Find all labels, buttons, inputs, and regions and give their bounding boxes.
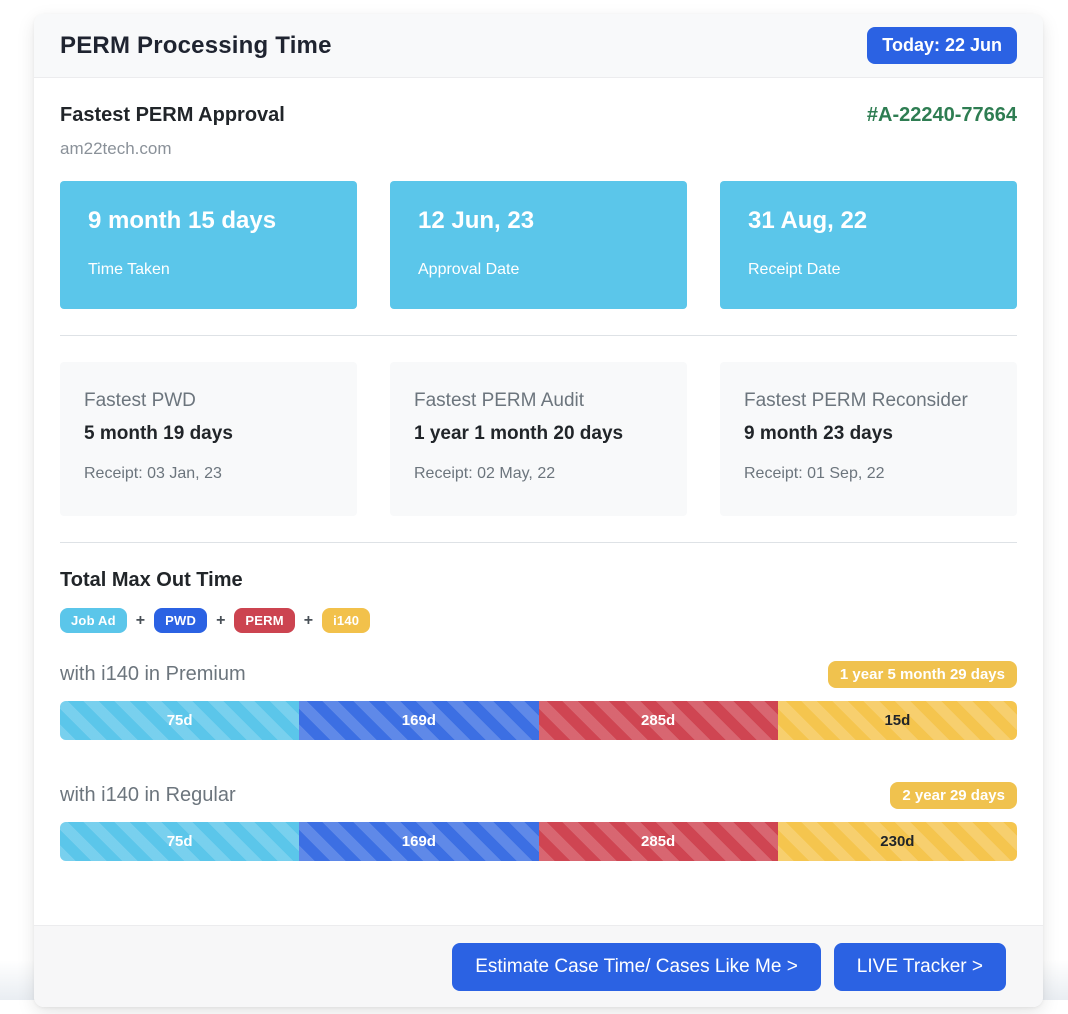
live-tracker-button[interactable]: LIVE Tracker >: [833, 942, 1006, 991]
regular-stacked-bar: 75d 169d 285d 230d: [60, 822, 1017, 861]
fastest-card-title: Fastest PWD: [84, 390, 196, 411]
fastest-card-receipt: Receipt: 01 Sep, 22: [744, 465, 885, 482]
fastest-card-receipt: Receipt: 02 May, 22: [414, 465, 556, 482]
bar-segment-pwd: 169d: [299, 701, 539, 740]
fastest-perm-audit-card: Fastest PERM Audit 1 year 1 month 20 day…: [390, 362, 687, 516]
stat-label: Time Taken: [88, 261, 170, 278]
fastest-cards-row: Fastest PWD 5 month 19 days Receipt: 03 …: [60, 362, 1017, 516]
premium-stacked-bar: 75d 169d 285d 15d: [60, 701, 1017, 740]
stat-value: 31 Aug, 22: [748, 207, 868, 234]
divider: [60, 335, 1017, 336]
bar-segment-job-ad: 75d: [60, 701, 300, 740]
regular-bar-block: with i140 in Regular 2 year 29 days 75d …: [60, 782, 1017, 861]
bar-segment-perm: 285d: [538, 822, 778, 861]
fastest-pwd-card: Fastest PWD 5 month 19 days Receipt: 03 …: [60, 362, 357, 516]
premium-bar-block: with i140 in Premium 1 year 5 month 29 d…: [60, 661, 1017, 740]
premium-total-badge: 1 year 5 month 29 days: [827, 661, 1017, 688]
fastest-card-title: Fastest PERM Reconsider: [744, 390, 968, 411]
fastest-card-title: Fastest PERM Audit: [414, 390, 585, 411]
perm-processing-card: PERM Processing Time Today: 22 Jun Faste…: [34, 14, 1043, 1007]
card-body: Fastest PERM Approval #A-22240-77664 am2…: [34, 78, 1043, 925]
approval-title: Fastest PERM Approval: [60, 104, 285, 126]
card-footer: Estimate Case Time/ Cases Like Me > LIVE…: [34, 925, 1043, 1007]
stat-card-receipt-date: 31 Aug, 22 Receipt Date: [720, 181, 1017, 309]
legend-pill-perm: PERM: [234, 608, 295, 633]
source-text: am22tech.com: [60, 139, 172, 158]
page-title: PERM Processing Time: [60, 31, 332, 59]
stat-label: Approval Date: [418, 261, 520, 278]
plus-sign: +: [135, 611, 146, 629]
fastest-card-value: 5 month 19 days: [84, 423, 233, 444]
maxout-legend: Job Ad + PWD + PERM + i140: [60, 608, 1017, 633]
bar-segment-perm: 285d: [538, 701, 778, 740]
bar-segment-job-ad: 75d: [60, 822, 300, 861]
bar-head: with i140 in Premium 1 year 5 month 29 d…: [60, 661, 1017, 688]
fastest-card-value: 9 month 23 days: [744, 423, 893, 444]
today-button[interactable]: Today: 22 Jun: [867, 27, 1017, 64]
divider: [60, 542, 1017, 543]
fastest-card-value: 1 year 1 month 20 days: [414, 423, 624, 444]
fastest-card-receipt: Receipt: 03 Jan, 23: [84, 465, 222, 482]
regular-total-badge: 2 year 29 days: [890, 782, 1017, 809]
estimate-case-time-button[interactable]: Estimate Case Time/ Cases Like Me >: [452, 942, 821, 991]
stat-value: 12 Jun, 23: [418, 207, 535, 234]
approval-stats-row: 9 month 15 days Time Taken 12 Jun, 23 Ap…: [60, 181, 1017, 309]
case-number-link[interactable]: #A-22240-77664: [866, 104, 1017, 126]
card-header: PERM Processing Time Today: 22 Jun: [34, 14, 1043, 78]
legend-pill-i140: i140: [322, 608, 371, 633]
stat-label: Receipt Date: [748, 261, 841, 278]
bar-segment-i140: 15d: [777, 701, 1017, 740]
approval-header: Fastest PERM Approval #A-22240-77664: [60, 104, 1017, 127]
bar-segment-i140: 230d: [777, 822, 1017, 861]
bar-head: with i140 in Regular 2 year 29 days: [60, 782, 1017, 809]
stat-value: 9 month 15 days: [88, 207, 277, 234]
regular-bar-heading: with i140 in Regular: [60, 784, 236, 806]
legend-pill-pwd: PWD: [154, 608, 208, 633]
stat-card-approval-date: 12 Jun, 23 Approval Date: [390, 181, 687, 309]
plus-sign: +: [216, 611, 226, 629]
premium-bar-heading: with i140 in Premium: [60, 663, 246, 685]
stat-card-time-taken: 9 month 15 days Time Taken: [60, 181, 357, 309]
fastest-perm-reconsider-card: Fastest PERM Reconsider 9 month 23 days …: [720, 362, 1017, 516]
legend-pill-job-ad: Job Ad: [60, 608, 127, 633]
bar-segment-pwd: 169d: [299, 822, 539, 861]
maxout-title: Total Max Out Time: [60, 569, 243, 591]
plus-sign: +: [303, 611, 314, 629]
spacer: [60, 861, 1017, 925]
